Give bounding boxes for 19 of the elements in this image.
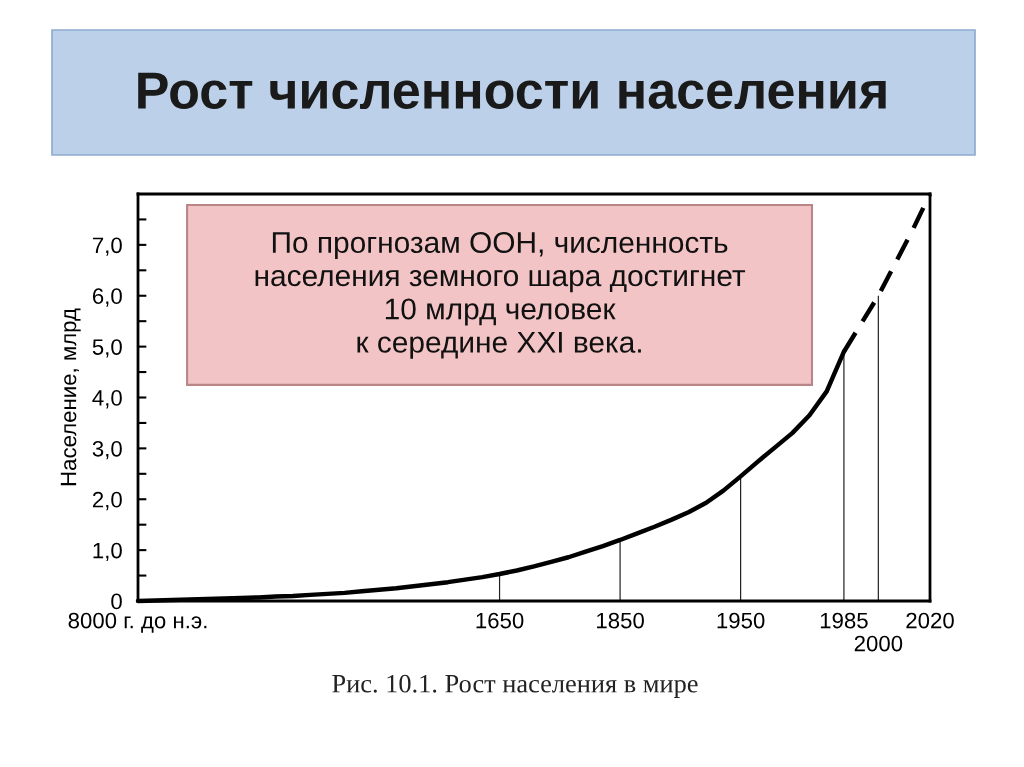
y-tick-label: 7,0: [92, 237, 122, 256]
y-tick-label: 4,0: [92, 390, 122, 409]
y-axis-title: Население, млрд: [60, 308, 81, 486]
x-tick-label: 2020: [906, 612, 954, 629]
x-tick-label: 1950: [717, 612, 765, 629]
x-tick-label: 8000 г. до н.э.: [68, 612, 207, 633]
y-tick-label: 1,0: [93, 542, 122, 562]
y-tick-label: 5,0: [92, 339, 122, 358]
x-tick-label: 1850: [597, 612, 644, 629]
text: Рис. 10.1. Рост населения в мире: [332, 674, 698, 698]
x-tick-label: 1650: [476, 612, 524, 629]
annotation: По прогнозам ООН, численность населения земного шара достигнет 10 млрд человек к середине XXI века.: [255, 231, 746, 359]
y-tick-label: 2,0: [92, 491, 122, 511]
y-tick-label: 3,0: [92, 440, 122, 460]
y-tick-label: 6,0: [92, 288, 122, 307]
x-tick-label: 2000: [854, 635, 903, 652]
y-tick-label: 0: [111, 593, 122, 610]
x-tick-label: 1985: [820, 612, 868, 629]
chart-title: Рост численности населения: [138, 72, 886, 109]
